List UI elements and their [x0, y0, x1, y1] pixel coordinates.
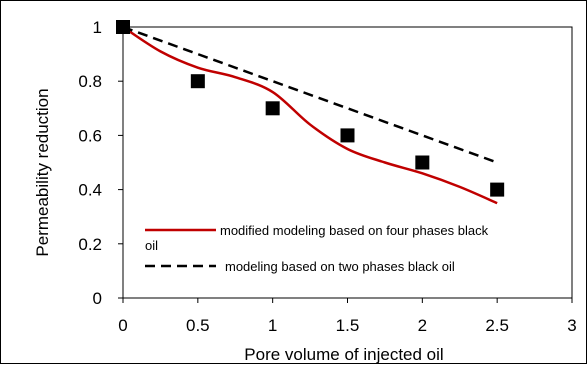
series-line-four-phase [122, 25, 498, 205]
axis-layer: 0 0.5 1 1.5 2 2.5 3 0 0.2 0.4 0.6 0.8 1 [78, 18, 576, 335]
x-axis-title: Pore volume of injected oil [244, 345, 443, 364]
data-point-square [415, 155, 430, 170]
x-tick-label: 1 [268, 316, 277, 335]
data-point-square [340, 128, 355, 143]
legend-label-line: modified modeling based on four phases b… [220, 223, 489, 238]
legend-label-two-phase: modeling based on two phases black oil [225, 259, 455, 274]
y-tick-label: 0.6 [78, 126, 102, 145]
data-point-square [265, 101, 280, 116]
x-tick-label: 0.5 [186, 316, 210, 335]
legend-label-line: oil [145, 238, 158, 253]
y-tick-label: 1 [93, 18, 102, 37]
data-point-square [190, 74, 205, 89]
y-tick-label: 0.8 [78, 72, 102, 91]
series-layer [122, 25, 498, 205]
x-tick-label: 2 [418, 316, 427, 335]
x-tick-label: 3 [567, 316, 576, 335]
data-point-square [116, 20, 130, 34]
legend: modified modeling based on four phases b… [145, 223, 489, 274]
x-tick-label: 1.5 [336, 316, 360, 335]
series-line-two-phase [122, 25, 498, 164]
y-axis-title: Permeability reduction [33, 88, 52, 256]
x-tick-label: 0 [118, 316, 127, 335]
y-tick-label: 0 [93, 289, 102, 308]
y-tick-label: 0.4 [78, 181, 102, 200]
legend-label-four-phase: modified modeling based on four phases b… [145, 223, 489, 253]
marker-layer [116, 20, 505, 197]
data-point-square [490, 182, 505, 197]
x-tick-label: 2.5 [485, 316, 509, 335]
y-tick-label: 0.2 [78, 235, 102, 254]
